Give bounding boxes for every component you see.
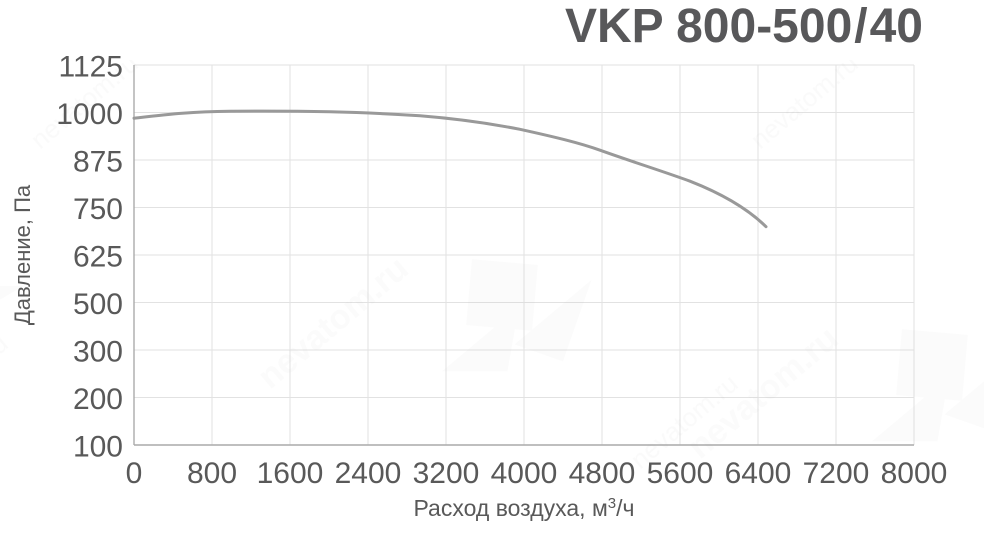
svg-text:VKP 800-500/40: VKP 800-500/40 [565,0,923,53]
svg-text:500: 500 [73,288,123,321]
svg-text:Давление, Па: Давление, Па [10,184,35,325]
svg-text:800: 800 [187,457,237,490]
svg-text:0: 0 [126,457,143,490]
svg-text:nevatom.ru: nevatom.ru [745,48,864,155]
svg-text:6400: 6400 [725,457,792,490]
svg-text:200: 200 [73,383,123,416]
svg-text:Расход воздуха, м3/ч: Расход воздуха, м3/ч [413,495,634,522]
svg-text:1000: 1000 [56,98,123,131]
svg-text:2400: 2400 [335,457,402,490]
svg-text:750: 750 [73,193,123,226]
svg-text:5600: 5600 [647,457,714,490]
svg-text:nevatom.ru: nevatom.ru [0,328,14,435]
svg-text:300: 300 [73,336,123,369]
svg-text:1125: 1125 [58,51,123,84]
svg-text:625: 625 [73,241,123,274]
svg-text:7200: 7200 [803,457,870,490]
svg-text:4800: 4800 [569,457,636,490]
svg-text:4000: 4000 [491,457,558,490]
svg-text:3200: 3200 [413,457,480,490]
svg-text:875: 875 [73,146,123,179]
svg-text:100: 100 [73,431,123,464]
svg-text:1600: 1600 [257,457,324,490]
svg-text:8000: 8000 [881,457,948,490]
